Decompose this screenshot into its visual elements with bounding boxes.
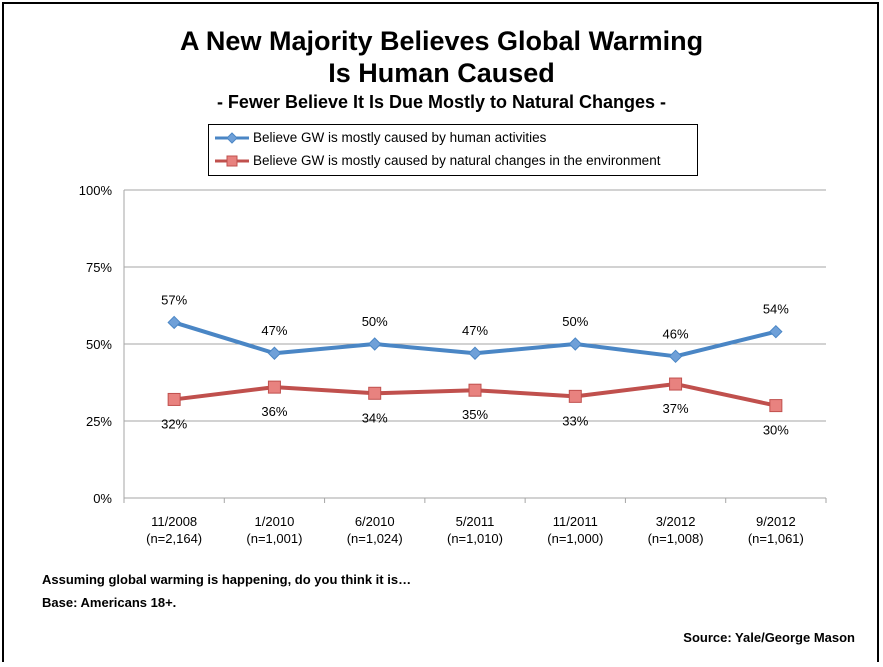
y-tick-label: 50%	[86, 337, 112, 352]
legend-diamond-icon	[215, 132, 249, 144]
data-label: 36%	[261, 404, 287, 419]
chart-title-line-1: A New Majority Believes Global Warming	[179, 26, 704, 56]
data-point-natural	[568, 389, 582, 403]
x-tick-sample-label: (n=1,008)	[648, 531, 704, 546]
chart-title-line-2: Is Human Caused	[328, 58, 555, 88]
data-label: 34%	[362, 410, 388, 425]
y-tick-label: 100%	[79, 183, 113, 198]
data-point-human	[769, 324, 783, 339]
x-tick-label: 6/2010	[355, 514, 395, 529]
data-point-human	[568, 337, 582, 351]
x-tick-label: 1/2010	[255, 514, 295, 529]
x-tick-sample-label: (n=2,164)	[146, 531, 202, 546]
data-label: 47%	[261, 323, 287, 338]
data-label: 57%	[161, 292, 187, 307]
data-label: 30%	[763, 423, 789, 438]
data-point-natural	[669, 377, 683, 391]
data-label: 32%	[161, 416, 187, 431]
x-tick-sample-label: (n=1,000)	[547, 531, 603, 546]
legend-label-human: Believe GW is mostly caused by human act…	[253, 130, 547, 145]
data-label: 37%	[663, 401, 689, 416]
data-label: 54%	[763, 302, 789, 317]
x-tick-label: 11/2011	[553, 514, 598, 529]
data-label: 50%	[562, 314, 588, 329]
question-note: Assuming global warming is happening, do…	[42, 572, 412, 587]
data-point-human	[468, 346, 482, 360]
data-label: 47%	[462, 323, 488, 338]
legend-label-natural: Believe GW is mostly caused by natural c…	[253, 153, 661, 168]
x-tick-label: 3/2012	[656, 514, 696, 529]
x-tick-label: 5/2011	[456, 514, 495, 529]
data-point-natural	[167, 392, 181, 406]
y-tick-label: 25%	[86, 414, 112, 429]
x-tick-label: 11/2008	[151, 514, 197, 529]
base-note: Base: Americans 18+.	[42, 595, 177, 610]
data-label: 46%	[663, 326, 689, 341]
x-tick-sample-label: (n=1,024)	[347, 531, 403, 546]
data-label: 35%	[462, 407, 488, 422]
data-label: 50%	[362, 314, 388, 329]
source-note: Source: Yale/George Mason	[683, 630, 855, 645]
data-point-human	[167, 315, 181, 330]
legend-square-icon	[215, 155, 249, 167]
chart-subtitle: - Fewer Believe It Is Due Mostly to Natu…	[216, 92, 667, 112]
data-point-human	[368, 337, 382, 351]
data-point-natural	[267, 380, 281, 394]
data-point-natural	[769, 399, 783, 413]
data-point-natural	[468, 383, 482, 397]
x-tick-sample-label: (n=1,001)	[246, 531, 302, 546]
data-point-natural	[368, 386, 382, 400]
x-tick-label: 9/2012	[756, 514, 796, 529]
x-tick-sample-label: (n=1,061)	[748, 531, 804, 546]
y-tick-label: 0%	[93, 491, 112, 506]
x-tick-sample-label: (n=1,010)	[447, 531, 503, 546]
data-point-human	[267, 346, 282, 360]
data-label: 33%	[562, 413, 588, 428]
legend: Believe GW is mostly caused by human act…	[208, 124, 698, 176]
y-tick-label: 75%	[86, 260, 112, 275]
data-point-human	[668, 349, 683, 364]
